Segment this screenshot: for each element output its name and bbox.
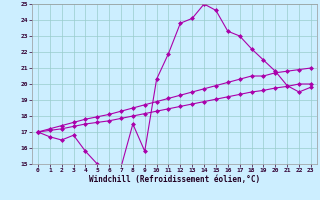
X-axis label: Windchill (Refroidissement éolien,°C): Windchill (Refroidissement éolien,°C)	[89, 175, 260, 184]
